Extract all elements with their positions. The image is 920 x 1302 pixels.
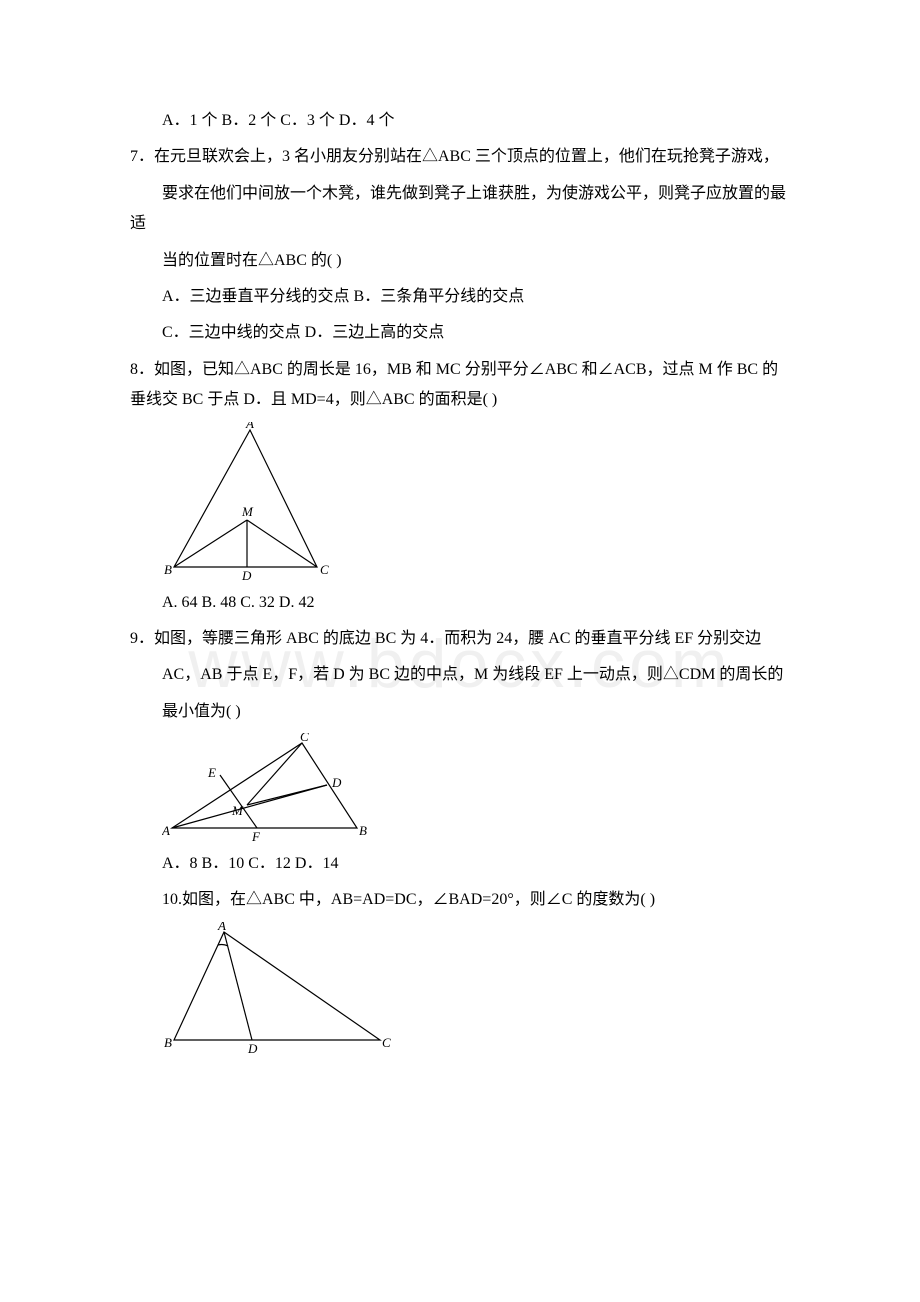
content: A．1 个 B．2 个 C．3 个 D．4 个 7．在元旦联欢会上，3 名小朋友… bbox=[130, 106, 790, 1057]
q9-label-b: B bbox=[359, 823, 367, 838]
q9-stem-1: 9．如图，等腰三角形 ABC 的底边 BC 为 4．而积为 24，腰 AC 的垂… bbox=[130, 624, 790, 654]
q9-label-m: M bbox=[231, 803, 244, 818]
q10-stem: 10.如图，在△ABC 中，AB=AD=DC，∠BAD=20°，则∠C 的度数为… bbox=[130, 885, 790, 915]
q9-label-c: C bbox=[300, 733, 309, 744]
q8-stem: 8．如图，已知△ABC 的周长是 16，MB 和 MC 分别平分∠ABC 和∠A… bbox=[130, 355, 790, 416]
q8-label-d: D bbox=[241, 568, 252, 582]
q10-label-a: A bbox=[217, 922, 226, 933]
q9-stem-2: AC，AB 于点 E，F，若 D 为 BC 边的中点，M 为线段 EF 上一动点… bbox=[130, 660, 790, 690]
q10-label-d: D bbox=[247, 1041, 258, 1056]
q7-options-cd: C．三边中线的交点 D．三边上高的交点 bbox=[130, 318, 790, 348]
q8-label-a: A bbox=[245, 422, 254, 431]
q9-figure: A B C D E F M bbox=[162, 733, 790, 843]
q8-label-c: C bbox=[320, 562, 329, 577]
q7-stem-3: 当的位置时在△ABC 的( ) bbox=[130, 246, 790, 276]
q9-label-f: F bbox=[251, 829, 261, 843]
q8-figure: A B C M D bbox=[162, 422, 790, 582]
q9-label-e: E bbox=[207, 765, 216, 780]
q9-options: A．8 B．10 C．12 D．14 bbox=[130, 849, 790, 879]
q8-svg: A B C M D bbox=[162, 422, 332, 582]
q10-svg: A B D C bbox=[162, 922, 392, 1057]
q7-options-ab: A．三边垂直平分线的交点 B．三条角平分线的交点 bbox=[130, 282, 790, 312]
q10-figure: A B D C bbox=[162, 922, 790, 1057]
q9-label-a: A bbox=[162, 823, 170, 838]
q7-stem-2: 要求在他们中间放一个木凳，谁先做到凳子上谁获胜，为使游戏公平，则凳子应放置的最适 bbox=[130, 179, 790, 240]
page: www.bdocx.com A．1 个 B．2 个 C．3 个 D．4 个 7．… bbox=[0, 0, 920, 1302]
q7-stem-1: 7．在元旦联欢会上，3 名小朋友分别站在△ABC 三个顶点的位置上，他们在玩抢凳… bbox=[130, 142, 790, 172]
q8-label-b: B bbox=[164, 562, 172, 577]
q9-svg: A B C D E F M bbox=[162, 733, 372, 843]
q8-label-m: M bbox=[241, 504, 254, 519]
q9-stem-3: 最小值为( ) bbox=[130, 697, 790, 727]
q6-options: A．1 个 B．2 个 C．3 个 D．4 个 bbox=[130, 106, 790, 136]
q10-label-b: B bbox=[164, 1035, 172, 1050]
q8-options: A. 64 B. 48 C. 32 D. 42 bbox=[130, 588, 790, 618]
q9-label-d: D bbox=[331, 775, 342, 790]
q10-label-c: C bbox=[382, 1035, 391, 1050]
